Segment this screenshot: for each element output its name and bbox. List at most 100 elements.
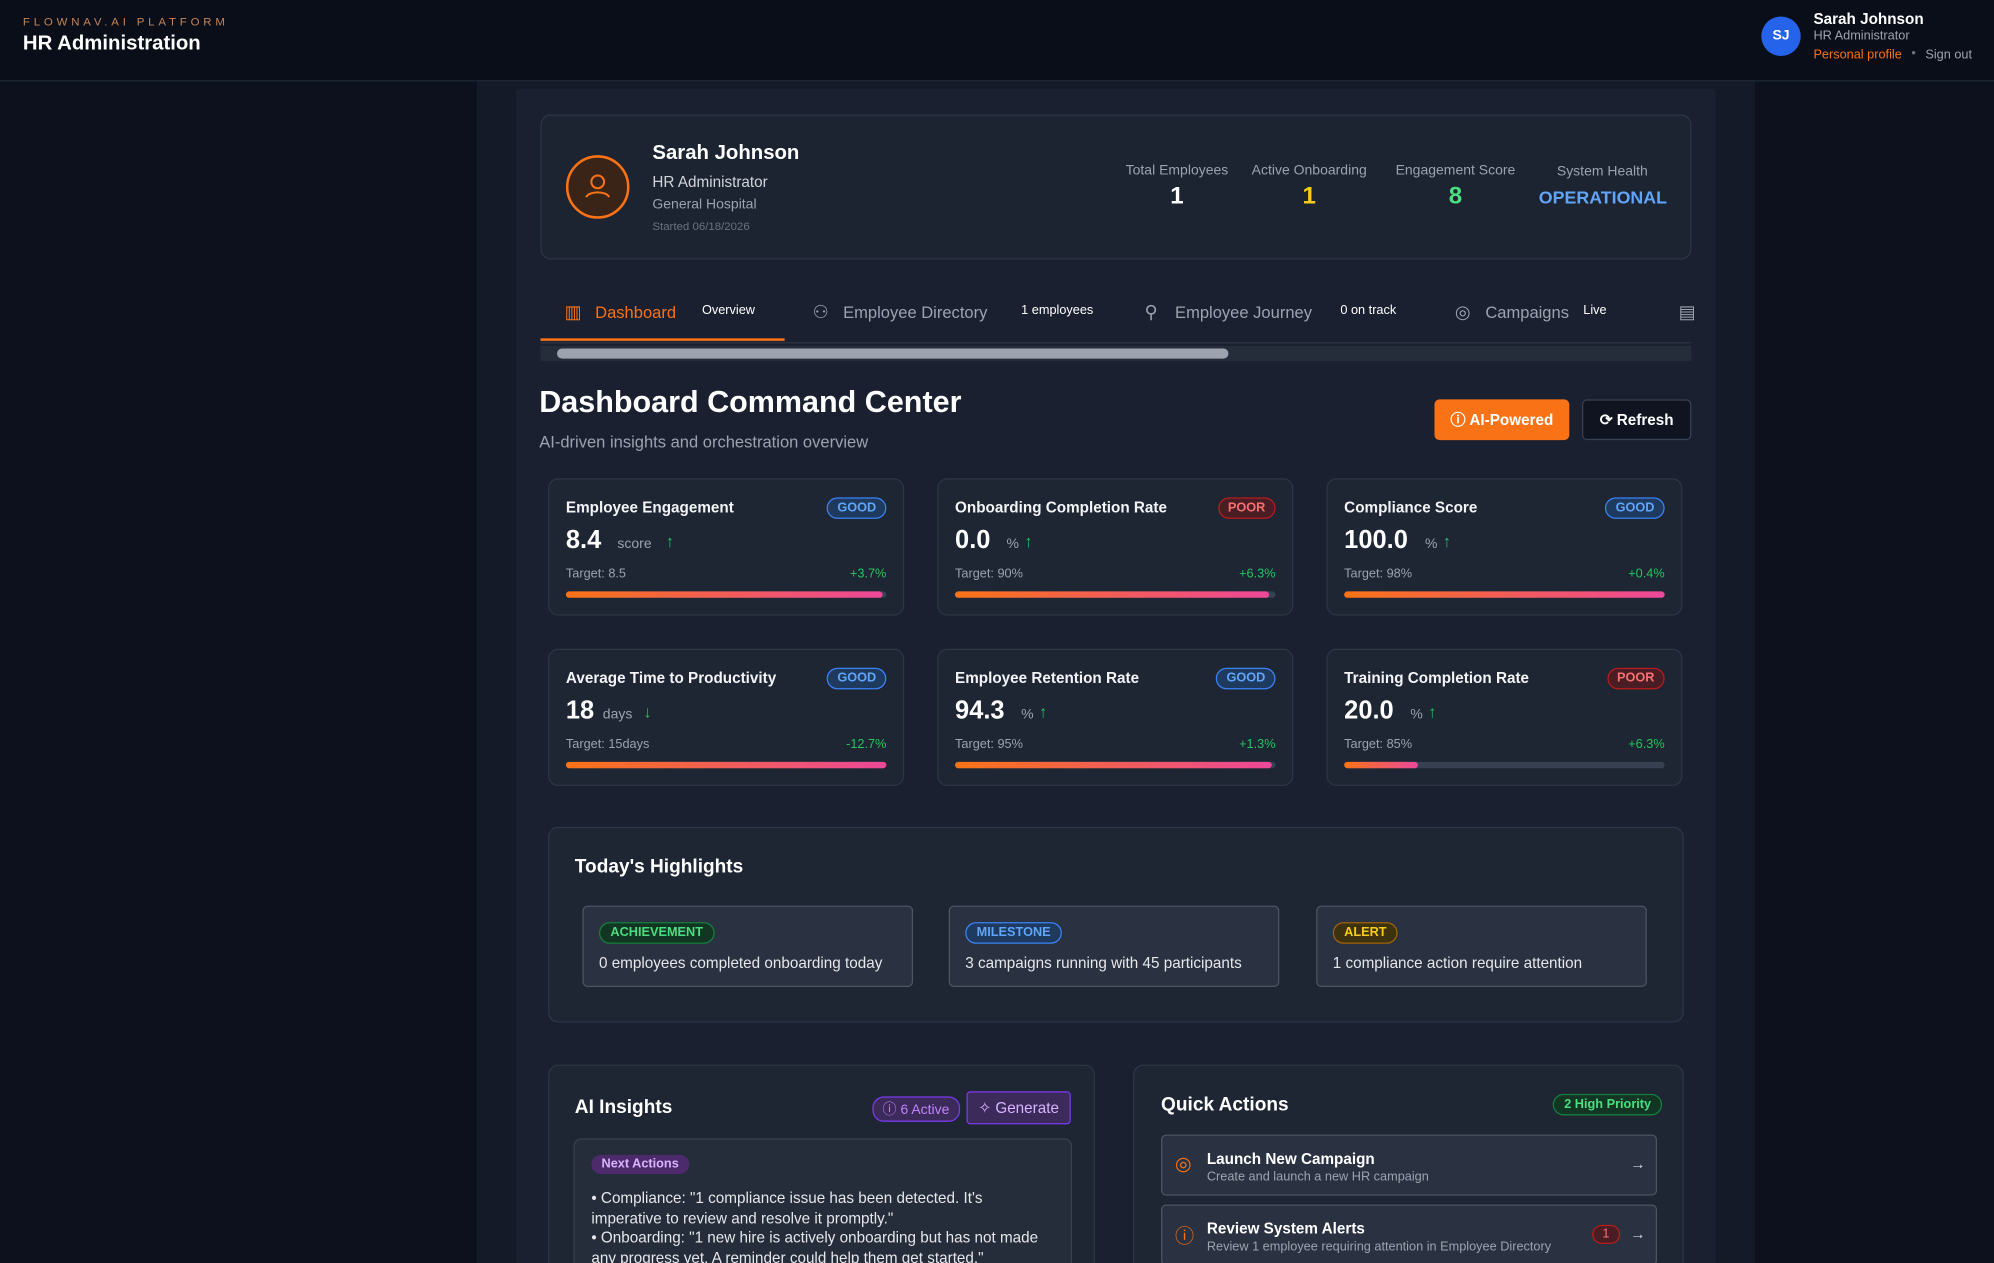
- highlight-text: 0 employees completed onboarding today: [598, 953, 883, 972]
- action-count: 1: [1592, 1224, 1620, 1244]
- stat-label: Engagement Score: [1395, 162, 1516, 179]
- highlight-box: ALERT 1 compliance action require attenti…: [1316, 905, 1647, 987]
- metric-value: 0.0: [955, 526, 991, 555]
- insight-tag: Next Actions: [591, 1154, 689, 1174]
- brand: FLOWNAV.AI PLATFORM: [22, 15, 229, 28]
- tab-label[interactable]: Employee Journey: [1175, 302, 1312, 322]
- metric-value: 18: [565, 697, 595, 725]
- insight-line: • Compliance: "1 compliance issue has be…: [591, 1189, 983, 1228]
- section-subtitle: AI-driven insights and orchestration ove…: [539, 432, 869, 452]
- metric-unit: score: [617, 536, 652, 553]
- progress-track: [565, 591, 887, 598]
- status-badge: POOR: [1606, 667, 1665, 690]
- generate-button[interactable]: ✧ Generate: [966, 1091, 1071, 1125]
- metric-unit: %: [1410, 707, 1423, 723]
- metric-target: Target: 15days: [565, 737, 650, 752]
- insight-box: Next Actions • Compliance: "1 compliance…: [573, 1138, 1073, 1263]
- stat-value: 1: [1302, 183, 1316, 210]
- separator: •: [1911, 47, 1916, 62]
- metric-unit: %: [1021, 707, 1034, 723]
- trend-arrow: ↑: [665, 531, 675, 551]
- tab-label[interactable]: Dashboard: [595, 302, 677, 322]
- metric-card: Compliance Score GOOD 100.0% ↑ Target: 98% +0…: [1326, 478, 1683, 616]
- quick-actions-card: Quick Actions 2 High Priority ◎ Launch Ne…: [1133, 1064, 1684, 1263]
- app-title: HR Administration: [22, 33, 201, 55]
- profile-link[interactable]: Personal profile: [1813, 48, 1902, 63]
- tab-icon: ▤: [1678, 301, 1696, 322]
- progress-track: [1344, 761, 1665, 769]
- refresh-button[interactable]: ⟳ Refresh: [1581, 399, 1692, 441]
- ai-button[interactable]: ⓘ AI-Powered: [1434, 399, 1570, 441]
- metric-value: 94.3: [955, 697, 1005, 725]
- insights-title: AI Insights: [574, 1096, 673, 1119]
- label: Refresh: [1616, 410, 1674, 429]
- sign-out[interactable]: Sign out: [1925, 48, 1973, 63]
- progress-fill: [1344, 761, 1418, 769]
- insights-card: AI Insights ⓘ 6 Active ✧ Generate Next A…: [548, 1064, 1095, 1263]
- metric-change: +0.4%: [1628, 567, 1665, 582]
- action-row[interactable]: ⓘ Review System Alerts Review 1 employee r…: [1161, 1204, 1658, 1263]
- action-row[interactable]: ◎ Launch New Campaign Create and launch a …: [1161, 1134, 1658, 1196]
- trend-arrow: ↑: [1442, 531, 1452, 551]
- highlight-text: 1 compliance action require attention: [1332, 953, 1583, 972]
- metric-unit: %: [1424, 536, 1438, 553]
- label: 6 Active: [900, 1102, 950, 1119]
- profile-started: Started 06/18/2026: [652, 220, 750, 233]
- highlights-title: Today's Highlights: [574, 855, 744, 878]
- user-name: Sarah Johnson: [1813, 10, 1924, 28]
- metric-value: 20.0: [1344, 697, 1394, 725]
- tab-badge: 1 employees: [1021, 303, 1094, 318]
- scroll-thumb[interactable]: [557, 348, 1229, 359]
- label: Generate: [995, 1098, 1059, 1117]
- tab-badge: Overview: [701, 303, 755, 318]
- highlight-tag: MILESTONE: [965, 922, 1063, 944]
- qa-title: Quick Actions: [1161, 1093, 1289, 1116]
- tab-label[interactable]: Employee Directory: [843, 302, 988, 322]
- profile-role: HR Administrator: [652, 172, 768, 191]
- profile-org: General Hospital: [652, 197, 757, 213]
- metric-card: Employee Engagement GOOD 8.4 score ↑ Target: …: [548, 478, 905, 616]
- label: AI-Powered: [1469, 410, 1554, 429]
- tab-badge: 0 on track: [1340, 303, 1397, 318]
- section-title: Dashboard Command Center: [539, 385, 962, 420]
- action-description: Create and launch a new HR campaign: [1206, 1170, 1429, 1185]
- metric-change: +6.3%: [1239, 567, 1276, 582]
- metric-target: Target: 90%: [955, 567, 1023, 582]
- profile-name: Sarah Johnson: [652, 142, 800, 165]
- top-bar: FLOWNAV.AI PLATFORM HR Administration SJ…: [0, 0, 1994, 82]
- metric-target: Target: 95%: [955, 737, 1023, 752]
- active-badge: ⓘ 6 Active: [872, 1096, 960, 1122]
- metric-name: Average Time to Productivity: [565, 669, 777, 687]
- metric-target: Target: 8.5: [565, 567, 627, 582]
- action-icon: ⓘ: [1175, 1226, 1195, 1248]
- status-badge: GOOD: [1605, 497, 1665, 519]
- metric-unit: days: [602, 707, 633, 723]
- profile-card: Sarah Johnson HR Administrator General H…: [540, 114, 1692, 260]
- chevron: →: [1630, 1224, 1646, 1243]
- trend-arrow: ↑: [1024, 531, 1033, 551]
- scrollbar[interactable]: [540, 345, 1692, 362]
- progress-fill: [565, 591, 884, 598]
- metric-name: Training Completion Rate: [1344, 669, 1530, 687]
- status-badge: GOOD: [827, 667, 887, 690]
- highlight-text: 3 campaigns running with 45 participants: [965, 953, 1242, 972]
- chevron: →: [1630, 1154, 1646, 1173]
- metric-name: Onboarding Completion Rate: [955, 498, 1168, 517]
- status-badge: POOR: [1217, 497, 1276, 519]
- tab-label[interactable]: Campaigns: [1485, 302, 1569, 322]
- highlight-tag: ALERT: [1332, 922, 1399, 944]
- metric-name: Employee Retention Rate: [955, 669, 1140, 687]
- stat-value: 8: [1448, 183, 1463, 210]
- stat-label: System Health: [1556, 164, 1648, 180]
- progress-fill: [955, 591, 1270, 598]
- avatar[interactable]: SJ: [1761, 16, 1801, 56]
- label: ⟳: [1599, 410, 1617, 429]
- trend-arrow: ↑: [1038, 702, 1048, 722]
- trend-arrow: ↑: [1428, 702, 1437, 722]
- user-role: HR Administrator: [1813, 29, 1910, 44]
- metric-change: +1.3%: [1239, 737, 1276, 752]
- metric-target: Target: 85%: [1344, 737, 1413, 752]
- action-icon: ◎: [1175, 1153, 1192, 1176]
- progress-track: [565, 761, 887, 769]
